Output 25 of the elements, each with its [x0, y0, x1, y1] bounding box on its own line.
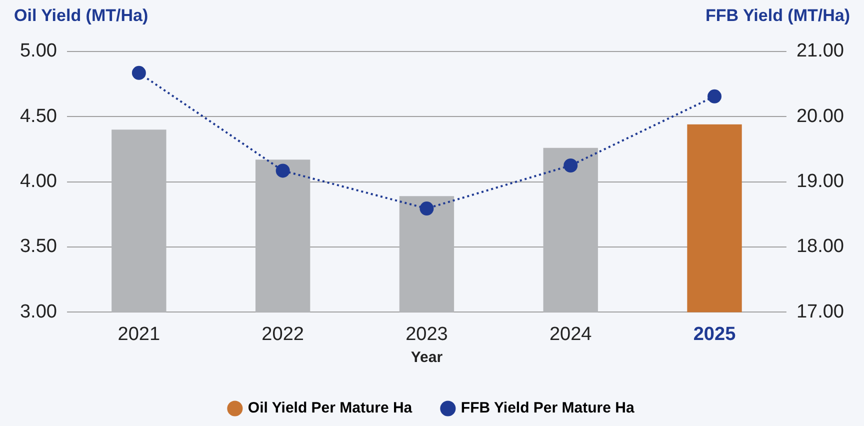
y2-tick-label: 17.00 — [796, 301, 844, 322]
y-tick-label: 5.00 — [20, 40, 57, 62]
y-tick-label: 3.50 — [20, 236, 57, 258]
y2-tick-label: 21.00 — [796, 40, 844, 62]
x-tick-label: 2025 — [693, 324, 736, 345]
legend-label: Oil Yield Per Mature Ha — [248, 400, 413, 417]
legend-label: FFB Yield Per Mature Ha — [460, 400, 635, 417]
y2-axis-title: FFB Yield (MT/Ha) — [706, 6, 850, 26]
point — [132, 66, 146, 80]
x-tick-label: 2023 — [406, 324, 448, 345]
y-axis-title: Oil Yield (MT/Ha) — [14, 6, 148, 26]
x-axis-title: Year — [410, 349, 443, 366]
y2-tick-label: 18.00 — [796, 236, 844, 258]
point — [276, 164, 290, 178]
point — [564, 158, 578, 172]
y-tick-label: 3.00 — [20, 301, 57, 322]
point — [708, 89, 722, 104]
y-tick-label: 4.00 — [20, 171, 57, 192]
x-tick-label: 2021 — [118, 324, 160, 345]
y2-tick-label: 20.00 — [796, 106, 844, 127]
y2-tick-label: 19.00 — [796, 171, 844, 192]
y-tick-label: 4.50 — [20, 106, 57, 127]
x-tick-label: 2022 — [262, 324, 304, 345]
point — [420, 202, 434, 216]
x-tick-label: 2024 — [549, 324, 592, 345]
